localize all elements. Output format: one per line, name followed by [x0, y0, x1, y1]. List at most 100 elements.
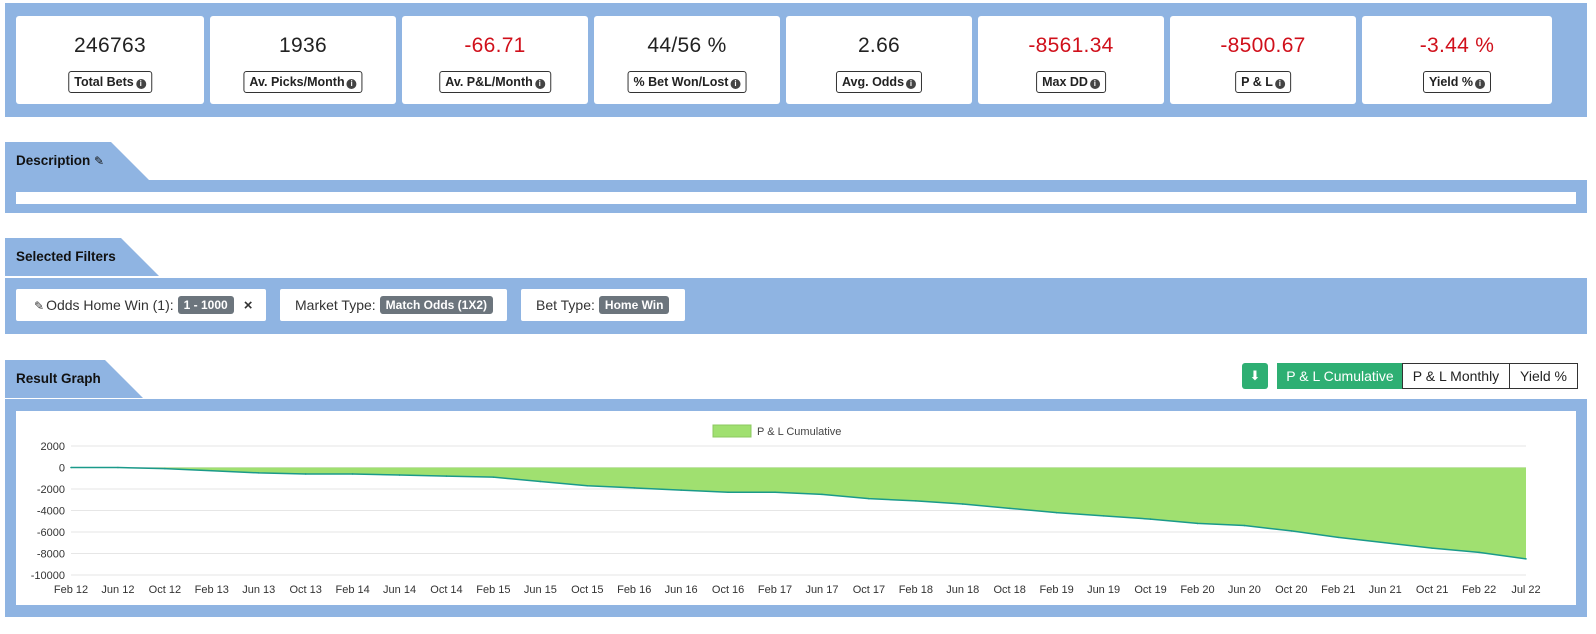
data-point	[1478, 551, 1480, 554]
info-icon[interactable]: i	[346, 79, 357, 89]
x-tick-label: Feb 18	[899, 584, 933, 596]
stat-card: -66.71 Av. P&L/Month i	[402, 16, 588, 104]
filter-value-badge: Home Win	[598, 296, 670, 314]
stat-label[interactable]: Av. Picks/Month i	[243, 71, 363, 93]
stat-value: -66.71	[464, 34, 526, 57]
data-point	[1243, 524, 1246, 527]
stat-card: -3.44 % Yield % i	[1362, 16, 1552, 104]
filter-value-badge: 1 - 1000	[177, 296, 234, 314]
x-tick-label: Oct 20	[1275, 584, 1307, 596]
pencil-icon[interactable]: ✎	[94, 154, 105, 168]
filter-label: Market Type:	[295, 297, 376, 313]
y-tick-label: 2000	[41, 441, 65, 453]
y-tick-label: 0	[59, 463, 65, 475]
yield-button[interactable]: Yield %	[1509, 363, 1578, 389]
x-tick-label: Feb 17	[758, 584, 792, 596]
stat-label-text: % Bet Won/Lost	[633, 75, 729, 89]
data-point	[445, 475, 448, 477]
pl-cumulative-button[interactable]: P & L Cumulative	[1277, 363, 1403, 389]
data-point	[1384, 541, 1386, 544]
stat-label[interactable]: Max DD i	[1036, 71, 1106, 93]
stats-band: 246763 Total Bets i 1936 Av. Picks/Month i -66…	[5, 3, 1587, 117]
stat-label-text: Yield %	[1429, 75, 1473, 89]
description-band	[5, 180, 1587, 213]
stat-value: -8561.34	[1028, 34, 1114, 57]
data-point	[117, 466, 119, 469]
x-tick-label: Jun 16	[665, 584, 698, 596]
y-tick-label: -8000	[37, 549, 65, 561]
data-point	[633, 487, 636, 489]
info-icon[interactable]: i	[534, 79, 545, 89]
stat-label-text: Avg. Odds	[841, 75, 905, 89]
data-point	[164, 467, 166, 470]
filter-label: Odds Home Win (1):	[46, 297, 174, 313]
stat-card: 1936 Av. Picks/Month i	[210, 16, 396, 104]
info-icon[interactable]: i	[906, 79, 917, 89]
x-tick-label: Jun 21	[1369, 584, 1402, 596]
filter-value-badge: Match Odds (1X2)	[379, 296, 494, 314]
info-icon[interactable]: i	[1274, 79, 1285, 89]
download-button[interactable]: ⬇	[1242, 363, 1268, 389]
stat-label[interactable]: Total Bets i	[68, 71, 152, 93]
data-point	[1337, 536, 1340, 539]
pl-monthly-button[interactable]: P & L Monthly	[1402, 363, 1510, 389]
data-point	[1290, 530, 1293, 532]
pencil-icon[interactable]: ✎	[34, 299, 45, 313]
x-tick-label: Feb 20	[1180, 584, 1214, 596]
chart-container: 2000 0 -2000 -4000 -6000 -8000 -10000 Feb 12 Jun…	[16, 411, 1576, 605]
stat-label-text: Total Bets	[74, 75, 134, 89]
filters-title: Selected Filters	[16, 249, 116, 264]
stat-label-text: Max DD	[1042, 75, 1088, 89]
x-tick-label: Oct 12	[149, 584, 181, 596]
stat-value: -8500.67	[1220, 34, 1306, 57]
info-icon[interactable]: i	[1089, 79, 1100, 89]
data-point	[1008, 507, 1011, 510]
x-tick-label: Oct 21	[1416, 584, 1448, 596]
data-point	[727, 491, 729, 494]
y-tick-label: -6000	[37, 527, 65, 539]
x-tick-label: Jun 18	[946, 584, 979, 596]
stat-label[interactable]: % Bet Won/Lost i	[627, 71, 747, 93]
description-text[interactable]	[16, 192, 1576, 204]
x-tick-label: Jun 19	[1087, 584, 1120, 596]
data-point	[1196, 522, 1199, 525]
legend-swatch	[712, 424, 752, 438]
data-point	[492, 476, 495, 478]
data-point	[1102, 515, 1105, 517]
x-tick-label: Feb 19	[1040, 584, 1074, 596]
remove-filter-icon[interactable]: ×	[243, 297, 253, 314]
data-point	[351, 473, 354, 475]
info-icon[interactable]: i	[1475, 79, 1485, 89]
y-tick-label: -4000	[37, 506, 65, 518]
info-icon[interactable]: i	[730, 79, 741, 89]
stat-label[interactable]: Yield % i	[1423, 71, 1491, 93]
x-tick-label: Oct 16	[712, 584, 744, 596]
data-point	[774, 491, 776, 494]
stat-value: -3.44 %	[1419, 34, 1495, 57]
stat-label-text: Av. Picks/Month	[249, 75, 345, 89]
stat-value: 2.66	[857, 34, 901, 57]
x-tick-label: Jul 22	[1511, 584, 1540, 596]
download-icon: ⬇	[1249, 368, 1261, 383]
x-tick-label: Oct 14	[430, 584, 462, 596]
stat-label-text: P & L	[1241, 75, 1273, 89]
stat-label[interactable]: Avg. Odds i	[835, 71, 923, 93]
stat-label-text: Av. P&L/Month	[445, 75, 533, 89]
x-tick-label: Feb 12	[54, 584, 88, 596]
x-tick-label: Feb 16	[617, 584, 651, 596]
x-tick-label: Feb 13	[195, 584, 229, 596]
x-tick-label: Jun 14	[383, 584, 416, 596]
data-point	[586, 484, 589, 487]
data-point	[1055, 511, 1058, 514]
data-point	[304, 473, 307, 475]
data-point	[680, 489, 682, 491]
legend-label: P & L Cumulative	[757, 426, 841, 438]
data-point	[1149, 518, 1152, 520]
stat-card: 2.66 Avg. Odds i	[786, 16, 972, 104]
info-icon[interactable]: i	[135, 79, 146, 89]
x-tick-label: Feb 21	[1321, 584, 1355, 596]
y-tick-label: -10000	[31, 570, 65, 582]
stat-label[interactable]: Av. P&L/Month i	[439, 71, 551, 93]
